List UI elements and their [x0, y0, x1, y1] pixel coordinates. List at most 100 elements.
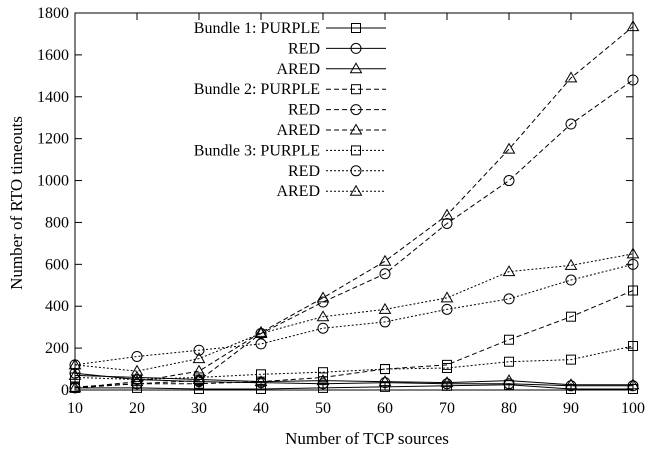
- series-line: [74, 345, 634, 381]
- legend-marker: [349, 123, 363, 135]
- legend-marker: [349, 62, 363, 74]
- data-point: [502, 142, 516, 154]
- y-tick-label: 200: [45, 340, 69, 357]
- data-point: [318, 367, 328, 378]
- legend-marker: [350, 165, 362, 177]
- legend-label: RED: [288, 163, 320, 180]
- series-line: [74, 79, 634, 389]
- data-point: [316, 310, 330, 322]
- series-layer: [68, 20, 640, 394]
- data-point: [130, 375, 144, 387]
- data-point: [192, 364, 206, 376]
- legend-marker: [351, 145, 361, 156]
- data-point: [254, 325, 268, 337]
- data-point: [192, 352, 206, 364]
- series-line: [74, 263, 634, 366]
- data-point: [68, 358, 82, 370]
- series-line: [74, 290, 634, 388]
- series-line: [75, 384, 633, 390]
- series-6: [68, 20, 640, 393]
- y-axis-label: Number of RTO timeouts: [7, 116, 26, 290]
- data-point: [628, 341, 638, 352]
- data-point: [628, 285, 638, 296]
- y-tick-label: 1400: [37, 89, 69, 106]
- series-3: [68, 368, 640, 390]
- legend-marker: [349, 184, 363, 196]
- data-point: [626, 378, 640, 390]
- data-point: [564, 258, 578, 270]
- y-tick-label: 1800: [37, 5, 69, 22]
- x-tick-label: 50: [315, 400, 331, 417]
- data-point: [256, 369, 266, 380]
- series-9: [68, 247, 640, 376]
- data-point: [440, 208, 454, 220]
- legend-item: ARED: [276, 183, 386, 200]
- data-point: [255, 338, 267, 350]
- x-tick-label: 100: [621, 400, 645, 417]
- data-point: [565, 274, 577, 286]
- x-tick-label: 10: [67, 400, 83, 417]
- data-point: [627, 380, 639, 392]
- data-point: [503, 293, 515, 305]
- data-point: [564, 71, 578, 83]
- data-point: [441, 217, 453, 229]
- data-point: [378, 254, 392, 266]
- x-axis-label: Number of TCP sources: [285, 429, 449, 448]
- data-point: [626, 20, 640, 32]
- data-point: [378, 302, 392, 314]
- data-point: [379, 316, 391, 328]
- legend-label: Bundle 3: PURPLE: [194, 142, 320, 159]
- series-line: [74, 26, 634, 389]
- legend-label: RED: [288, 40, 320, 57]
- data-point: [565, 118, 577, 130]
- data-point: [441, 303, 453, 315]
- data-point: [68, 381, 82, 393]
- data-point: [318, 372, 328, 383]
- data-point: [441, 378, 453, 390]
- data-point: [504, 334, 514, 345]
- data-point: [378, 375, 392, 387]
- x-tick-label: 60: [377, 400, 393, 417]
- series-7: [70, 341, 638, 385]
- legend-item: Bundle 1: PURPLE: [194, 20, 386, 37]
- x-tick-label: 70: [439, 400, 455, 417]
- legend-item: RED: [288, 40, 386, 57]
- data-point: [627, 74, 639, 86]
- x-axis-ticks: 10 20 30 40 50 60 70 80 90 100: [67, 13, 645, 417]
- data-point: [316, 374, 330, 386]
- y-tick-label: 400: [45, 298, 69, 315]
- data-point: [504, 356, 514, 367]
- legend-item: RED: [288, 102, 386, 119]
- data-point: [317, 322, 329, 334]
- legend-item: ARED: [276, 61, 386, 78]
- legend-item: ARED: [276, 122, 386, 139]
- legend-item: Bundle 2: PURPLE: [194, 81, 386, 98]
- data-point: [626, 247, 640, 259]
- data-point: [194, 383, 204, 394]
- y-tick-label: 1200: [37, 131, 69, 148]
- legend-label: Bundle 1: PURPLE: [194, 20, 320, 37]
- plot-frame: [74, 12, 634, 391]
- legend-item: Bundle 3: PURPLE: [194, 142, 386, 159]
- data-point: [627, 258, 639, 270]
- y-axis-ticks: 0 200 400 600 800 1000 1200 1400 1600 1800: [37, 5, 633, 399]
- legend-label: ARED: [276, 122, 320, 139]
- y-tick-label: 600: [45, 256, 69, 273]
- legend-marker: [351, 23, 361, 33]
- legend-label: RED: [288, 102, 320, 119]
- legend-label: Bundle 2: PURPLE: [194, 81, 320, 98]
- y-tick-label: 800: [45, 214, 69, 231]
- data-point: [379, 377, 391, 389]
- plot-border: [74, 12, 634, 391]
- x-tick-label: 30: [191, 400, 207, 417]
- data-point: [254, 326, 268, 338]
- x-tick-label: 40: [253, 400, 269, 417]
- y-tick-label: 1600: [37, 47, 69, 64]
- legend-label: ARED: [276, 61, 320, 78]
- legend-item: RED: [288, 163, 386, 180]
- data-point: [442, 363, 452, 374]
- series-line: [74, 372, 633, 387]
- series-4: [70, 285, 638, 392]
- y-tick-label: 0: [61, 382, 69, 399]
